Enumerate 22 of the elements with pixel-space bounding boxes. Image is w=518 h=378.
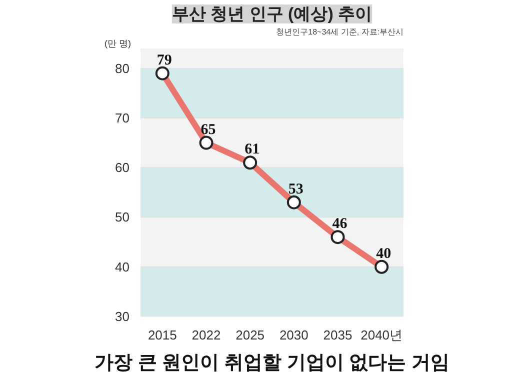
- y-tick-label: 60: [115, 160, 130, 176]
- data-label: 53: [288, 181, 304, 198]
- x-tick-label: 2030: [279, 328, 308, 342]
- data-label: 65: [200, 122, 216, 138]
- y-tick-label: 40: [115, 259, 130, 274]
- text: 청년인구18~34세 기준, 자료:부산시: [276, 28, 404, 36]
- y-tick-label: 70: [115, 110, 130, 126]
- x-tick-label: 2035: [323, 328, 352, 342]
- data-label: 46: [332, 216, 348, 232]
- chart-title: 부산 청년 인구 (예상) 추이: [172, 4, 372, 24]
- text: 가장 큰 원인이 취업할 기업이 없다는 거임: [94, 352, 450, 374]
- y-tick-label: 30: [115, 309, 130, 324]
- data-label: 40: [376, 246, 392, 262]
- y-tick-label: 50: [115, 210, 130, 225]
- data-label: 79: [156, 52, 172, 68]
- x-tick-label: 2025: [236, 328, 265, 342]
- data-label: 61: [244, 142, 260, 158]
- x-tick-label: 2040년: [360, 328, 403, 342]
- y-axis-title: (만 명): [104, 38, 131, 48]
- x-tick-label: 2022: [192, 328, 221, 342]
- y-tick-label: 80: [115, 60, 130, 76]
- x-tick-label: 2015: [148, 328, 177, 342]
